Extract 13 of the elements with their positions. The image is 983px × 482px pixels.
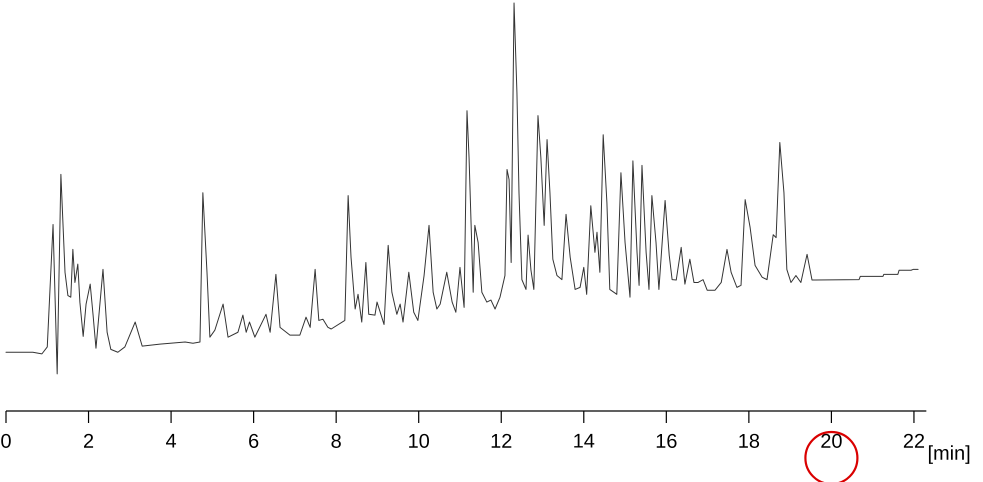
x-tick-label: 0 (1, 434, 11, 448)
x-axis-title: [min] (928, 445, 970, 464)
x-tick-label: 10 (409, 434, 429, 448)
x-tick-label: 4 (166, 434, 176, 448)
x-tick-label: 2 (84, 434, 94, 448)
x-tick-label: 20 (821, 434, 842, 448)
x-tick-label: 8 (331, 434, 341, 448)
x-tick-label: 12 (492, 434, 512, 448)
x-tick-label: 22 (904, 434, 924, 448)
x-tick-label: 14 (574, 434, 594, 448)
x-tick-label: 6 (249, 434, 258, 448)
x-tick-label: 18 (739, 434, 760, 448)
x-tick-label: 16 (656, 434, 677, 448)
